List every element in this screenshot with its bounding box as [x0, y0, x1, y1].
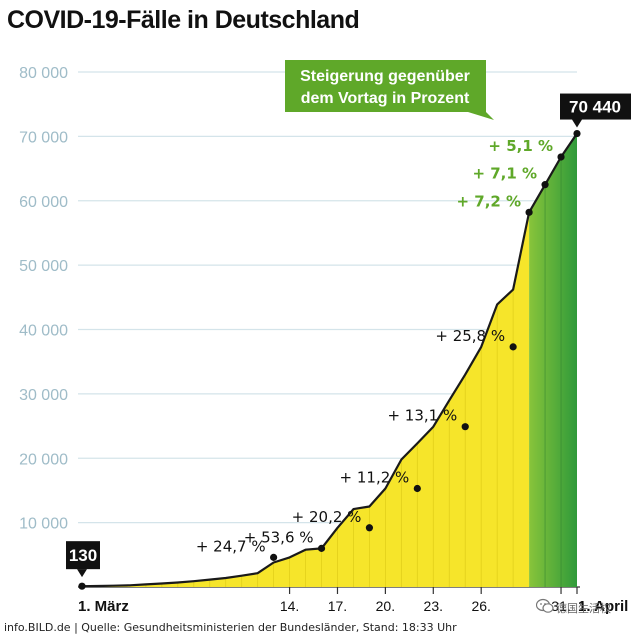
x-tick-label: 1. März	[78, 598, 129, 615]
series-line	[81, 132, 578, 588]
y-tick-label: 30 000	[19, 387, 68, 404]
x-tick-label: 1. April	[578, 598, 628, 615]
start-badge	[66, 541, 100, 570]
chart-title: COVID-19-Fälle in Deutschland	[7, 6, 360, 34]
percent-label: + 24,7 %	[196, 537, 266, 555]
x-tick-label: 14.	[280, 598, 299, 614]
x-tick-label: 20.	[376, 598, 395, 614]
data-point	[573, 129, 581, 138]
data-point	[270, 553, 278, 561]
callout-text-line: Steigerung gegenüber	[300, 68, 470, 85]
data-point	[365, 524, 374, 532]
y-axis-ticks: 10 000 20 000 30 000 40 000 50 000 60 000 70 0…	[19, 65, 68, 533]
callout-box	[285, 60, 486, 112]
end-badge-label: 70 440	[569, 98, 621, 117]
source-footer: info.BILD.de | Quelle: Gesundheitsminist…	[4, 621, 457, 634]
data-point	[317, 544, 326, 552]
callout-pointer	[468, 112, 494, 120]
value-badges: 130 70 440	[66, 93, 631, 578]
legend-callout: Steigerung gegenüber dem Vortag in Prozen…	[285, 60, 494, 120]
y-tick-label: 50 000	[19, 258, 68, 275]
x-tick-label: 17.	[328, 598, 347, 614]
data-point	[413, 484, 421, 493]
end-badge-pointer	[572, 119, 582, 128]
y-tick-label: 60 000	[19, 194, 68, 211]
percent-label: + 25,8 %	[435, 327, 505, 345]
wechat-icon	[536, 598, 554, 613]
series-line	[81, 132, 578, 588]
start-badge-label: 130	[69, 546, 97, 565]
percent-label: + 20,2 %	[292, 508, 362, 526]
percent-label: + 11,2 %	[340, 469, 410, 487]
callout-text-line: dem Vortag in Prozent	[301, 90, 470, 107]
data-point	[525, 208, 533, 216]
y-tick-label: 10 000	[19, 516, 68, 533]
end-badge	[560, 93, 631, 120]
y-tick-label: 80 000	[19, 65, 68, 82]
marked-points	[78, 129, 581, 590]
x-tick-label: 31.	[551, 598, 570, 614]
area-green	[529, 133, 577, 587]
x-axis-ticks: 1. März 14. 17. 20. 23. 26. 31. 1. April	[78, 587, 628, 615]
y-tick-label: 70 000	[19, 129, 68, 146]
percent-label: + 7,2 %	[456, 192, 521, 210]
percent-labels: + 24,7 %+ 53,6 % + 20,2 % + 11,2 % + 13,1 %…	[196, 137, 553, 555]
y-tick-label: 40 000	[19, 323, 68, 340]
percent-label: + 7,1 %	[472, 165, 537, 183]
x-tick-label: 26.	[471, 598, 490, 614]
watermark-text: 德国生活权	[556, 602, 611, 615]
x-tick-label: 23.	[424, 598, 443, 614]
data-point	[557, 153, 565, 161]
start-badge-pointer	[77, 569, 87, 578]
y-tick-label: 20 000	[19, 451, 68, 468]
percent-label: + 5,1 %	[488, 137, 553, 155]
data-point	[461, 423, 469, 431]
data-point	[509, 343, 517, 351]
percent-label: + 13,1 %	[387, 407, 457, 425]
area-fill	[82, 133, 577, 588]
percent-label: + 53,6 %	[244, 528, 314, 546]
data-point	[78, 582, 86, 590]
data-point	[541, 181, 549, 189]
